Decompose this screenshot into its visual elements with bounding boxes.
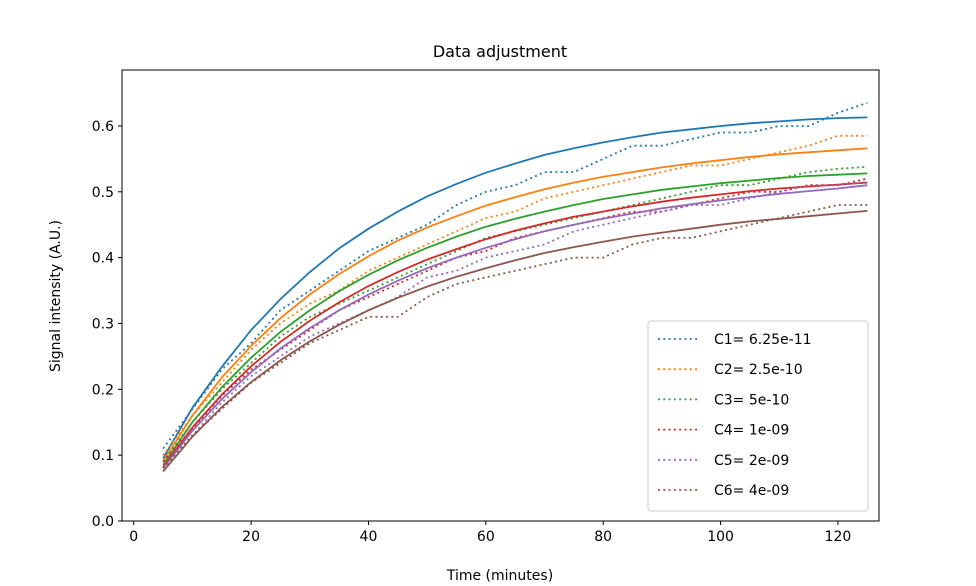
legend-label-5: C5= 2e-09 [714, 453, 789, 469]
y-tick-label: 0.1 [92, 448, 114, 464]
series-layer [162, 102, 868, 473]
y-tick-label: 0.6 [92, 119, 114, 135]
series-3-fitted-line [162, 172, 868, 466]
y-tick-label: 0.2 [92, 382, 114, 398]
series-1-fitted-line [162, 116, 868, 459]
legend-label-4: C4= 1e-09 [714, 423, 789, 439]
x-tick-label: 80 [594, 529, 612, 545]
series-2-measured-line [162, 134, 868, 456]
y-tick-label: 0.0 [92, 514, 114, 530]
x-tick-label: 0 [129, 529, 138, 545]
ticks-layer: 0 20 40 60 80 100 120 0.0 0.1 0.2 0.3 0.4 0.5 0.6 [92, 119, 852, 545]
legend: C1= 6.25e-11 C2= 2.5e-10 C3= 5e-10 C4= 1e-0… [647, 320, 869, 512]
x-tick-label: 60 [477, 529, 495, 545]
legend-label-3: C3= 5e-10 [714, 392, 789, 408]
legend-label-2: C2= 2.5e-10 [714, 362, 803, 378]
y-axis-label: Signal intensity (A.U.) [48, 220, 64, 372]
y-tick-label: 0.3 [92, 316, 114, 332]
series-5-measured-line [162, 181, 868, 469]
plot-area [121, 69, 880, 522]
series-6-measured-line [162, 204, 868, 469]
legend-label-1: C1= 6.25e-11 [714, 332, 812, 348]
y-tick-label: 0.5 [92, 185, 114, 201]
x-tick-label: 20 [242, 529, 260, 545]
series-1-measured-line [162, 102, 868, 450]
legend-label-6: C6= 4e-09 [714, 483, 789, 499]
series-6-fitted-line [162, 210, 868, 473]
legend-box [647, 320, 869, 512]
x-tick-label: 100 [707, 529, 734, 545]
x-axis-label: Time (minutes) [446, 568, 553, 584]
series-4-measured-line [162, 177, 868, 463]
series-2-fitted-line [162, 147, 868, 463]
axes-frame [121, 69, 880, 522]
chart-title: Data adjustment [433, 42, 567, 61]
x-tick-label: 40 [360, 529, 378, 545]
x-tick-label: 120 [825, 529, 852, 545]
series-5-fitted-line [162, 184, 868, 469]
y-tick-label: 0.4 [92, 251, 114, 267]
